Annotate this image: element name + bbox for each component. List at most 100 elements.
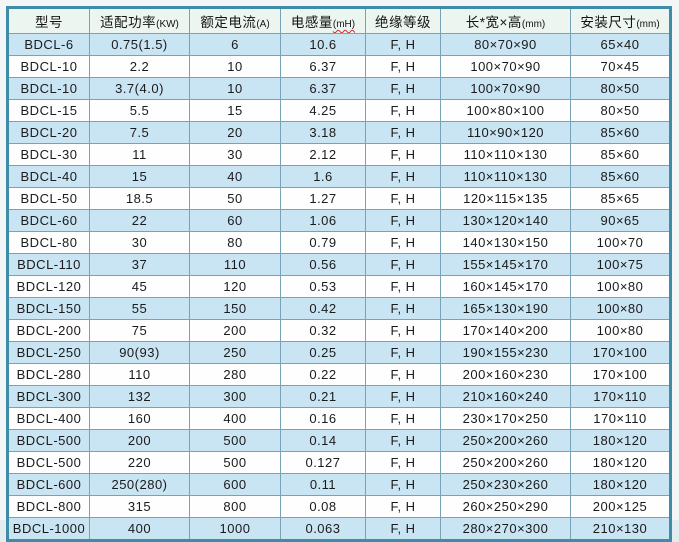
table-cell: 11 (89, 143, 190, 166)
table-cell: 85×60 (570, 165, 671, 188)
table-cell: 5.5 (89, 99, 190, 122)
table-cell: 0.14 (280, 429, 366, 452)
table-row: BDCL-600 250(280) 600 0.11 F, H 250×230×260 18… (7, 473, 671, 496)
table-cell: 100×80 (570, 297, 671, 320)
column-header-unit: (mm) (521, 19, 546, 30)
table-cell: 80×70×90 (440, 33, 571, 56)
table-cell: BDCL-80 (7, 231, 90, 254)
table-cell: 0.127 (280, 451, 366, 474)
table-cell: 80 (189, 231, 281, 254)
table-cell: 90(93) (89, 341, 190, 364)
table-cell: F, H (365, 143, 441, 166)
column-header: 安装尺寸(mm) (570, 7, 671, 34)
table-cell: 1.27 (280, 187, 366, 210)
table-cell: 200 (89, 429, 190, 452)
table-row: BDCL-10 3.7(4.0) 10 6.37 F, H 100×70×90 80×50 (7, 77, 671, 100)
table-cell: BDCL-10 (7, 55, 90, 78)
table-cell: 85×65 (570, 187, 671, 210)
table-row: BDCL-15 5.5 15 4.25 F, H 100×80×100 80×50 (7, 99, 671, 122)
table-cell: 37 (89, 253, 190, 276)
table-cell: 1000 (189, 517, 281, 541)
table-cell: 250×200×260 (440, 429, 571, 452)
table-cell: F, H (365, 473, 441, 496)
table-header: 型号 适配功率(KW) 额定电流(A) 电感量(mH) 绝缘等级 长*宽×高(mm) 安装尺… (7, 7, 671, 34)
table-cell: BDCL-280 (7, 363, 90, 386)
table-row: BDCL-20 7.5 20 3.18 F, H 110×90×120 85×60 (7, 121, 671, 144)
column-header-label: 额定电流 (200, 15, 257, 30)
table-cell: 200×160×230 (440, 363, 571, 386)
table-cell: BDCL-40 (7, 165, 90, 188)
table-cell: F, H (365, 451, 441, 474)
table-cell: F, H (365, 99, 441, 122)
table-cell: BDCL-500 (7, 451, 90, 474)
column-header-label: 型号 (35, 15, 63, 30)
table-row: BDCL-800 315 800 0.08 F, H 260×250×290 200×125 (7, 495, 671, 518)
table-cell: 0.063 (280, 517, 366, 541)
table-cell: 0.11 (280, 473, 366, 496)
table-cell: 170×110 (570, 407, 671, 430)
table-row: BDCL-120 45 120 0.53 F, H 160×145×170 100×80 (7, 275, 671, 298)
table-cell: 220 (89, 451, 190, 474)
table-cell: 280 (189, 363, 281, 386)
table-cell: 180×120 (570, 473, 671, 496)
table-cell: F, H (365, 231, 441, 254)
table-cell: 55 (89, 297, 190, 320)
table-cell: 3.18 (280, 121, 366, 144)
table-row: BDCL-80 30 80 0.79 F, H 140×130×150 100×70 (7, 231, 671, 254)
table-cell: 85×60 (570, 143, 671, 166)
table-cell: F, H (365, 297, 441, 320)
table-cell: 0.16 (280, 407, 366, 430)
table-cell: 70×45 (570, 55, 671, 78)
table-cell: 18.5 (89, 187, 190, 210)
table-cell: 500 (189, 429, 281, 452)
table-cell: 160 (89, 407, 190, 430)
table-cell: F, H (365, 209, 441, 232)
table-cell: 250×230×260 (440, 473, 571, 496)
table-cell: 100×70×90 (440, 77, 571, 100)
table-cell: 0.53 (280, 275, 366, 298)
table-cell: 4.25 (280, 99, 366, 122)
table-cell: 80×50 (570, 77, 671, 100)
table-cell: F, H (365, 363, 441, 386)
column-header-unit: (mH) (332, 19, 356, 30)
table-cell: 132 (89, 385, 190, 408)
table-cell: 110 (89, 363, 190, 386)
column-header-unit: (A) (256, 19, 270, 30)
column-header: 适配功率(KW) (89, 7, 190, 34)
table-cell: 280×270×300 (440, 517, 571, 541)
column-header-label: 绝缘等级 (375, 15, 431, 30)
table-cell: 0.08 (280, 495, 366, 518)
table-cell: 100×80 (570, 275, 671, 298)
table-cell: BDCL-6 (7, 33, 90, 56)
table-cell: BDCL-1000 (7, 517, 90, 541)
table-cell: 110 (189, 253, 281, 276)
table-row: BDCL-6 0.75(1.5) 6 10.6 F, H 80×70×90 65×40 (7, 33, 671, 56)
table-cell: BDCL-60 (7, 209, 90, 232)
column-header-label: 安装尺寸 (580, 15, 637, 30)
table-cell: 170×100 (570, 341, 671, 364)
table-cell: 100×80 (570, 319, 671, 342)
table-cell: 130×120×140 (440, 209, 571, 232)
table-cell: F, H (365, 55, 441, 78)
table-cell: 60 (189, 209, 281, 232)
table-cell: 0.75(1.5) (89, 33, 190, 56)
table-cell: BDCL-30 (7, 143, 90, 166)
table-cell: 90×65 (570, 209, 671, 232)
table-cell: 30 (189, 143, 281, 166)
table-cell: BDCL-200 (7, 319, 90, 342)
table-cell: BDCL-250 (7, 341, 90, 364)
header-row: 型号 适配功率(KW) 额定电流(A) 电感量(mH) 绝缘等级 长*宽×高(mm) 安装尺… (7, 7, 671, 34)
table-cell: 200 (189, 319, 281, 342)
table-row: BDCL-200 75 200 0.32 F, H 170×140×200 100×80 (7, 319, 671, 342)
table-row: BDCL-50 18.5 50 1.27 F, H 120×115×135 85×65 (7, 187, 671, 210)
table-cell: F, H (365, 275, 441, 298)
table-cell: BDCL-600 (7, 473, 90, 496)
table-cell: 100×80×100 (440, 99, 571, 122)
table-cell: 100×70×90 (440, 55, 571, 78)
table-cell: 110×90×120 (440, 121, 571, 144)
table-cell: 0.22 (280, 363, 366, 386)
table-cell: F, H (365, 341, 441, 364)
table-cell: 1.06 (280, 209, 366, 232)
table-cell: 170×110 (570, 385, 671, 408)
